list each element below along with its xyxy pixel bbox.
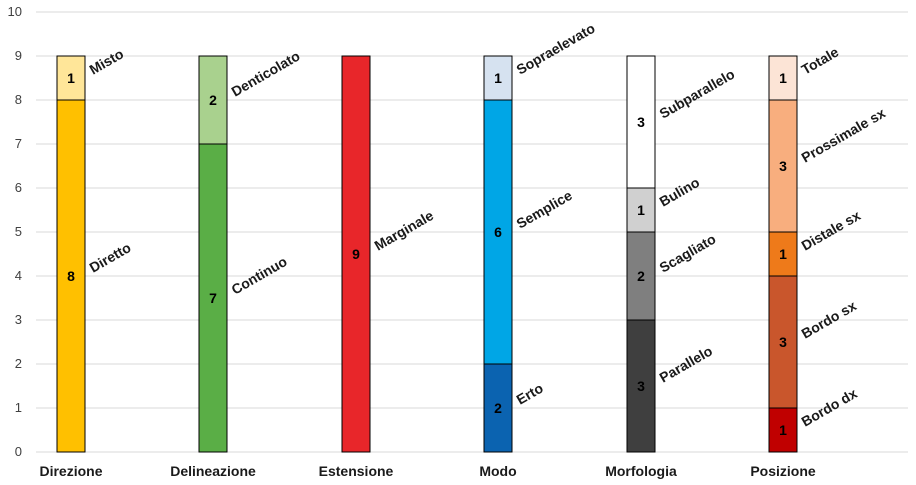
- bar-segment-direzione-0: [56, 99, 86, 453]
- data-label-value: 2: [209, 92, 217, 108]
- data-label-value: 3: [637, 378, 645, 394]
- data-label-value: 1: [779, 422, 787, 438]
- bar-segment-estensione-0: [341, 55, 371, 453]
- data-label-value: 7: [209, 290, 217, 306]
- segment-label: Semplice: [514, 187, 575, 232]
- bar-segment-posizione-4: [768, 55, 798, 101]
- x-category-label: Direzione: [39, 463, 102, 479]
- bar-segment-posizione-2: [768, 231, 798, 277]
- data-label-value: 2: [494, 400, 502, 416]
- x-category-label: Estensione: [319, 463, 394, 479]
- bar-segment-morfologia-2: [626, 187, 656, 233]
- data-label-value: 1: [67, 70, 75, 86]
- data-label-value: 3: [779, 158, 787, 174]
- bars: [56, 55, 798, 453]
- segment-label: Subparallelo: [657, 66, 738, 122]
- y-tick-label: 7: [15, 136, 22, 151]
- x-category-label: Modo: [479, 463, 516, 479]
- y-tick-label: 6: [15, 180, 22, 195]
- data-label-value: 3: [779, 334, 787, 350]
- y-tick-label: 10: [8, 4, 22, 19]
- y-tick-label: 4: [15, 268, 22, 283]
- x-category-label: Delineazione: [170, 463, 256, 479]
- x-category-label: Posizione: [750, 463, 816, 479]
- segment-labels: 8 Diretto 1 Misto 7 Continuo 2 Denticolato 9 Marg…: [67, 20, 888, 438]
- bar-segment-delineazione-0: [198, 143, 228, 453]
- y-tick-label: 3: [15, 312, 22, 327]
- segment-label: Erto: [514, 380, 546, 408]
- bar-segment-morfologia-3: [626, 55, 656, 189]
- data-label-value: 1: [494, 70, 502, 86]
- bar-segment-posizione-3: [768, 99, 798, 233]
- segment-label: Continuo: [229, 253, 290, 298]
- y-tick-label: 0: [15, 444, 22, 459]
- data-label-value: 1: [779, 70, 787, 86]
- y-tick-label: 2: [15, 356, 22, 371]
- y-tick-label: 5: [15, 224, 22, 239]
- x-axis-categories: Direzione Delineazione Estensione Modo Morfo…: [39, 463, 815, 479]
- segment-label: Marginale: [372, 207, 437, 254]
- bar-segment-posizione-0: [768, 407, 798, 453]
- data-label-value: 1: [637, 202, 645, 218]
- data-label-value: 8: [67, 268, 75, 284]
- segment-label: Totale: [799, 44, 842, 78]
- x-category-label: Morfologia: [605, 463, 677, 479]
- segment-label: Distale sx: [799, 207, 864, 254]
- segment-label: Bordo dx: [799, 385, 860, 430]
- segment-label: Diretto: [87, 239, 134, 275]
- segment-label: Denticolato: [229, 48, 303, 100]
- y-tick-label: 8: [15, 92, 22, 107]
- segment-label: Prossimale sx: [799, 105, 889, 166]
- y-tick-label: 1: [15, 400, 22, 415]
- y-axis-ticks: 0 1 2 3 4 5 6 7 8 9 10: [8, 4, 22, 459]
- y-tick-label: 9: [15, 48, 22, 63]
- segment-label: Scagliato: [657, 231, 719, 276]
- bar-segment-direzione-1: [56, 55, 86, 101]
- data-label-value: 1: [779, 246, 787, 262]
- data-label-value: 6: [494, 224, 502, 240]
- bar-segment-modo-2: [483, 55, 513, 101]
- data-label-value: 9: [352, 246, 360, 262]
- bar-segment-delineazione-1: [198, 55, 228, 145]
- segment-label: Sopraelevato: [514, 20, 598, 78]
- data-label-value: 3: [637, 114, 645, 130]
- segment-label: Bulino: [657, 174, 703, 210]
- data-label-value: 2: [637, 268, 645, 284]
- gridlines: [36, 11, 908, 453]
- bar-segment-morfologia-1: [626, 231, 656, 321]
- segment-label: Bordo sx: [799, 297, 860, 341]
- segment-label: Misto: [87, 45, 127, 77]
